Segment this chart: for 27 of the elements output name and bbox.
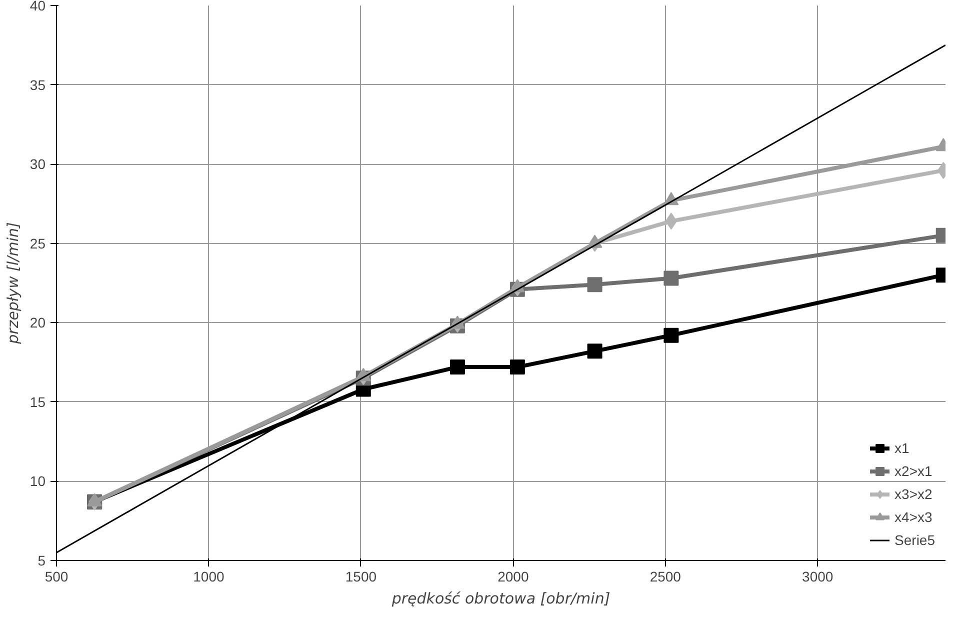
y-tick-label: 20 — [30, 314, 46, 331]
point — [510, 360, 525, 375]
x-tick-label: 1000 — [193, 568, 225, 584]
point — [587, 344, 602, 359]
y-tick-label: 30 — [30, 156, 46, 172]
y-tick-label: 35 — [30, 76, 46, 93]
y-tick-label: 5 — [38, 552, 46, 568]
y-tick-label: 40 — [30, 0, 46, 14]
point — [587, 277, 602, 292]
point — [450, 360, 465, 375]
point — [664, 270, 679, 286]
x-tick-label: 3000 — [802, 568, 834, 584]
legend-label: x1 — [894, 440, 910, 456]
x-tick-label: 2000 — [498, 568, 529, 584]
y-tick-label: 25 — [30, 235, 46, 252]
y-tick-label: 15 — [30, 394, 46, 410]
x-tick-label: 1500 — [345, 568, 377, 584]
x-tick-label: 2500 — [650, 568, 682, 584]
legend-label: x3>x2 — [894, 486, 932, 502]
legend-label: x4>x3 — [894, 509, 932, 525]
point — [664, 328, 679, 343]
x-axis-title: prędkość obrotowa [obr/min] — [390, 590, 610, 608]
x-tick-label: 500 — [44, 568, 68, 584]
legend-label: x2>x1 — [894, 463, 932, 479]
legend-label: Serie5 — [894, 532, 935, 548]
y-tick-label: 10 — [30, 473, 46, 490]
y-axis-title: przepływ [l/min] — [4, 222, 22, 345]
